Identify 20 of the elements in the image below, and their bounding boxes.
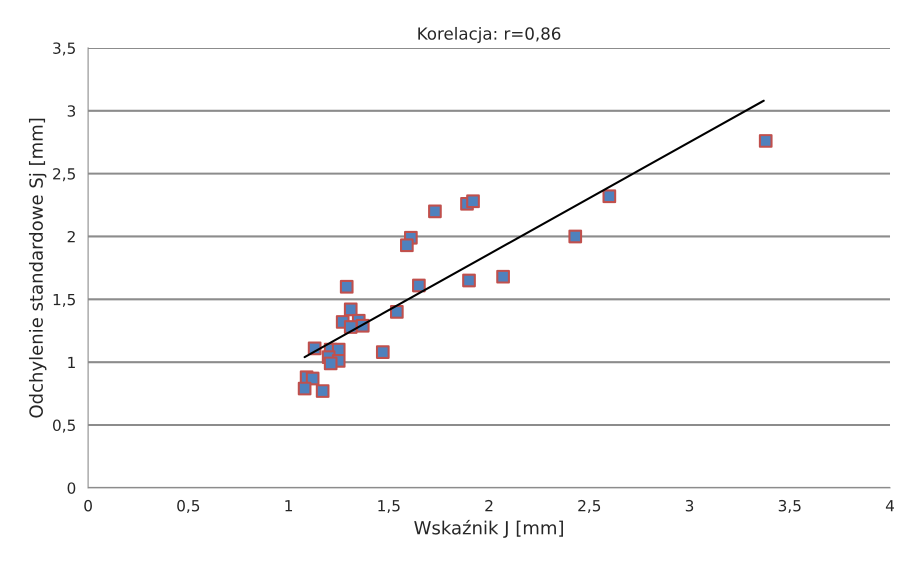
x-tick-label: 3,5: [778, 500, 801, 514]
y-tick-label: 2,5: [53, 168, 75, 182]
y-tick-label: 1,5: [54, 294, 75, 307]
y-tick-label: 2: [68, 230, 75, 242]
y-tick-label: 3,5: [53, 42, 75, 56]
y-axis-title: Odchylenie standardowe Sj [mm]: [28, 118, 46, 418]
x-axis-title: Wskaźnik J [mm]: [414, 520, 563, 538]
chart-title: Korelacja: r=0,86: [418, 26, 560, 44]
x-tick-label: 2: [485, 500, 492, 512]
x-tick-label: 2,5: [578, 500, 600, 514]
x-tick-label: 1: [285, 500, 292, 512]
y-tick-label: 1: [68, 356, 75, 368]
y-tick-label: 0: [68, 482, 76, 494]
x-tick-label: 0,5: [177, 500, 200, 514]
y-tick-label: 0,5: [53, 419, 75, 433]
y-tick-label: 3: [68, 105, 76, 117]
x-tick-label: 3: [686, 500, 694, 512]
x-tick-label: 0: [84, 500, 92, 512]
x-tick-label: 1,5: [378, 500, 400, 514]
x-tick-label: 4: [886, 500, 894, 512]
